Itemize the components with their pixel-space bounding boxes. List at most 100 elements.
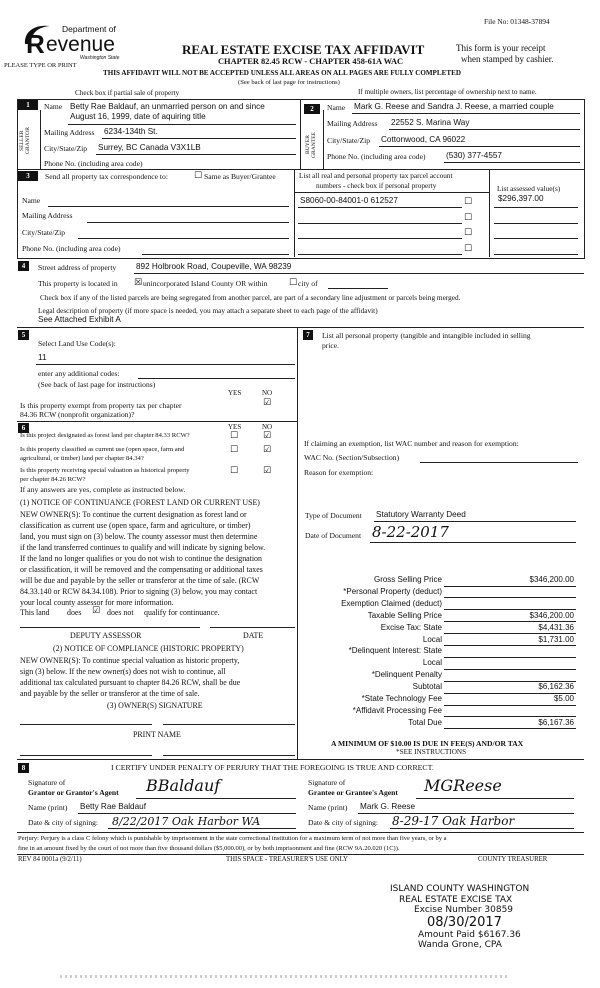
street-address-field[interactable]: 892 Holbrook Road, Coupeville, WA 98239: [136, 262, 292, 271]
fee-value[interactable]: $4,431.36: [538, 622, 574, 632]
fee-value[interactable]: $1,731.00: [538, 634, 574, 644]
correspondence-name-label: Name: [22, 196, 41, 205]
notice2-line: additional tax calculated pursuant to ch…: [20, 678, 241, 687]
wac-label: WAC No. (Section/Subsection): [304, 453, 400, 462]
field-line: [494, 222, 578, 224]
land-use-see-back: (See back of last page for instructions): [38, 380, 156, 389]
divider: [17, 327, 584, 328]
field-line: [48, 206, 289, 207]
legal-description-field[interactable]: See Attached Exhibit A: [38, 315, 121, 324]
unincorporated-checkbox[interactable]: ☒: [134, 278, 143, 288]
correspondence-phone-label: Phone No. (including area code): [22, 244, 121, 253]
assessed-value-field[interactable]: $296,397.00: [498, 194, 544, 203]
fee-value[interactable]: $346,200.00: [529, 610, 575, 620]
buyer-name-label: Name: [327, 103, 346, 112]
field-line: [444, 597, 576, 599]
field-line: [138, 378, 295, 379]
doc-type-field[interactable]: Statutory Warranty Deed: [376, 510, 466, 519]
deputy-assessor-label: DEPUTY ASSESSOR: [70, 631, 142, 640]
fee-label: Taxable Selling Price: [367, 610, 442, 620]
buyer-city-field[interactable]: Cottonwood, CA 96022: [381, 135, 466, 144]
field-line: [379, 146, 580, 147]
field-line: [444, 585, 576, 587]
grantor-name-label: Name (print): [28, 803, 68, 812]
personal-property-checkbox[interactable]: ☐: [464, 212, 473, 223]
exempt-no-checkbox[interactable]: ☑: [263, 398, 272, 408]
scan-noise-line: [60, 975, 510, 978]
no-checkbox[interactable]: ☑: [263, 431, 272, 441]
seller-mailing-field[interactable]: 6234-134th St.: [104, 127, 158, 136]
no-header: NO: [262, 423, 273, 431]
buyer-mailing-field[interactable]: 22552 S. Marina Way: [391, 118, 470, 127]
seller-city-field[interactable]: Surrey, BC Canada V3X1LB: [98, 143, 201, 152]
notice2-line: and payable by the seller or transferor …: [20, 689, 200, 698]
notice1-line: or classification, it will be removed an…: [20, 565, 263, 574]
no-checkbox[interactable]: ☑: [263, 445, 272, 455]
qualify-label: qualify for continuance.: [144, 608, 220, 617]
grantee-date-field[interactable]: 8-29-17 Oak Harbor: [392, 814, 515, 828]
fee-label: *Delinquent Interest: State: [348, 646, 442, 656]
grantor-date-field[interactable]: 8/22/2017 Oak Harbor WA: [112, 815, 261, 828]
fee-label: *Delinquent Penalty: [371, 670, 442, 680]
unincorporated-label: unincorporated Island County OR within: [143, 279, 268, 288]
yes-checkbox[interactable]: ☐: [230, 466, 239, 476]
fee-value[interactable]: $346,200.00: [529, 575, 575, 584]
city-of-label: city of: [298, 279, 318, 288]
fee-value[interactable]: $6,162.36: [538, 682, 574, 692]
yes-header: YES: [228, 389, 242, 397]
minimum-notice: A MINIMUM OF $10.00 IS DUE IN FEE(S) AND…: [331, 739, 524, 748]
exempt-question: Is this property exempt from property ta…: [20, 401, 182, 410]
perjury-text-2: fine in an amount fixed by the court of …: [18, 845, 400, 852]
yes-checkbox[interactable]: ☐: [230, 445, 239, 455]
field-line: [298, 207, 462, 208]
yes-checkbox[interactable]: ☐: [230, 431, 239, 441]
grantee-signature[interactable]: MGReese: [424, 776, 502, 795]
seller-name-field-line2[interactable]: August 16, 1999, date of aquiring title: [70, 112, 206, 121]
correspondence-city-label: City/State/Zip: [22, 228, 66, 237]
please-type: PLEASE TYPE OR PRINT: [4, 62, 77, 69]
logo-word: evenue: [46, 33, 115, 56]
question-text: Is this property receiving special valua…: [20, 467, 190, 474]
owner-signature-label: (3) OWNER(S) SIGNATURE: [107, 701, 203, 710]
same-as-buyer-checkbox[interactable]: ☐: [194, 171, 203, 181]
does-not-label: does not: [107, 608, 134, 617]
within-city-checkbox[interactable]: ☐: [289, 278, 298, 288]
stamp-county: ISLAND COUNTY WASHINGTON: [390, 884, 530, 894]
stamp-amount: Amount Paid $6167.36: [418, 929, 521, 940]
print-name-label: PRINT NAME: [133, 730, 181, 739]
field-line: [444, 716, 576, 718]
field-line: [108, 828, 296, 829]
stamp-tax: REAL ESTATE EXCISE TAX: [399, 894, 513, 905]
section-number-1: 1: [18, 100, 38, 110]
section-number-4: 4: [18, 261, 29, 271]
signature-line: [20, 724, 152, 725]
buyer-phone-field[interactable]: (530) 377-4557: [446, 151, 502, 160]
no-checkbox[interactable]: ☑: [263, 466, 272, 476]
signature-line: [20, 627, 200, 628]
land-use-code-field[interactable]: 11: [38, 353, 47, 362]
divider: [294, 169, 295, 257]
buyer-name-field[interactable]: Mark G. Reese and Sandra J. Reese, a mar…: [354, 102, 554, 111]
fee-value[interactable]: $6,167.36: [538, 717, 574, 727]
parcel-number-field[interactable]: S8060-00-84001-0 612527: [300, 196, 398, 205]
correspondence-heading: Send all property tax correspondence to:: [45, 172, 168, 181]
grantor-sig-label-2: Grantor or Grantor's Agent: [28, 788, 119, 797]
doc-date-label: Date of Document: [305, 531, 362, 540]
field-line: [78, 813, 296, 814]
field-line: [444, 680, 576, 682]
personal-property-checkbox[interactable]: ☐: [464, 243, 473, 254]
does-not-checkbox[interactable]: ☑: [92, 606, 101, 616]
yes-header: YES: [228, 423, 242, 431]
notice2-title: (2) NOTICE OF COMPLIANCE (HISTORIC PROPE…: [53, 644, 244, 653]
grantor-signature[interactable]: BBaldauf: [146, 776, 221, 795]
field-line: [328, 288, 388, 289]
fee-value[interactable]: $5.00: [553, 694, 574, 703]
seller-name-field[interactable]: Betty Rae Baldauf, an unmarried person o…: [70, 102, 265, 111]
grantor-name-field[interactable]: Betty Rae Baldauf: [80, 802, 146, 811]
personal-property-checkbox[interactable]: ☐: [464, 197, 473, 207]
grantee-name-field[interactable]: Mark G. Reese: [360, 802, 416, 811]
personal-property-checkbox[interactable]: ☐: [464, 228, 473, 238]
legal-description-label: Legal description of property (if more s…: [38, 306, 378, 315]
doc-date-field[interactable]: 8-22-2017: [372, 523, 449, 541]
doc-type-label: Type of Document: [305, 511, 362, 520]
